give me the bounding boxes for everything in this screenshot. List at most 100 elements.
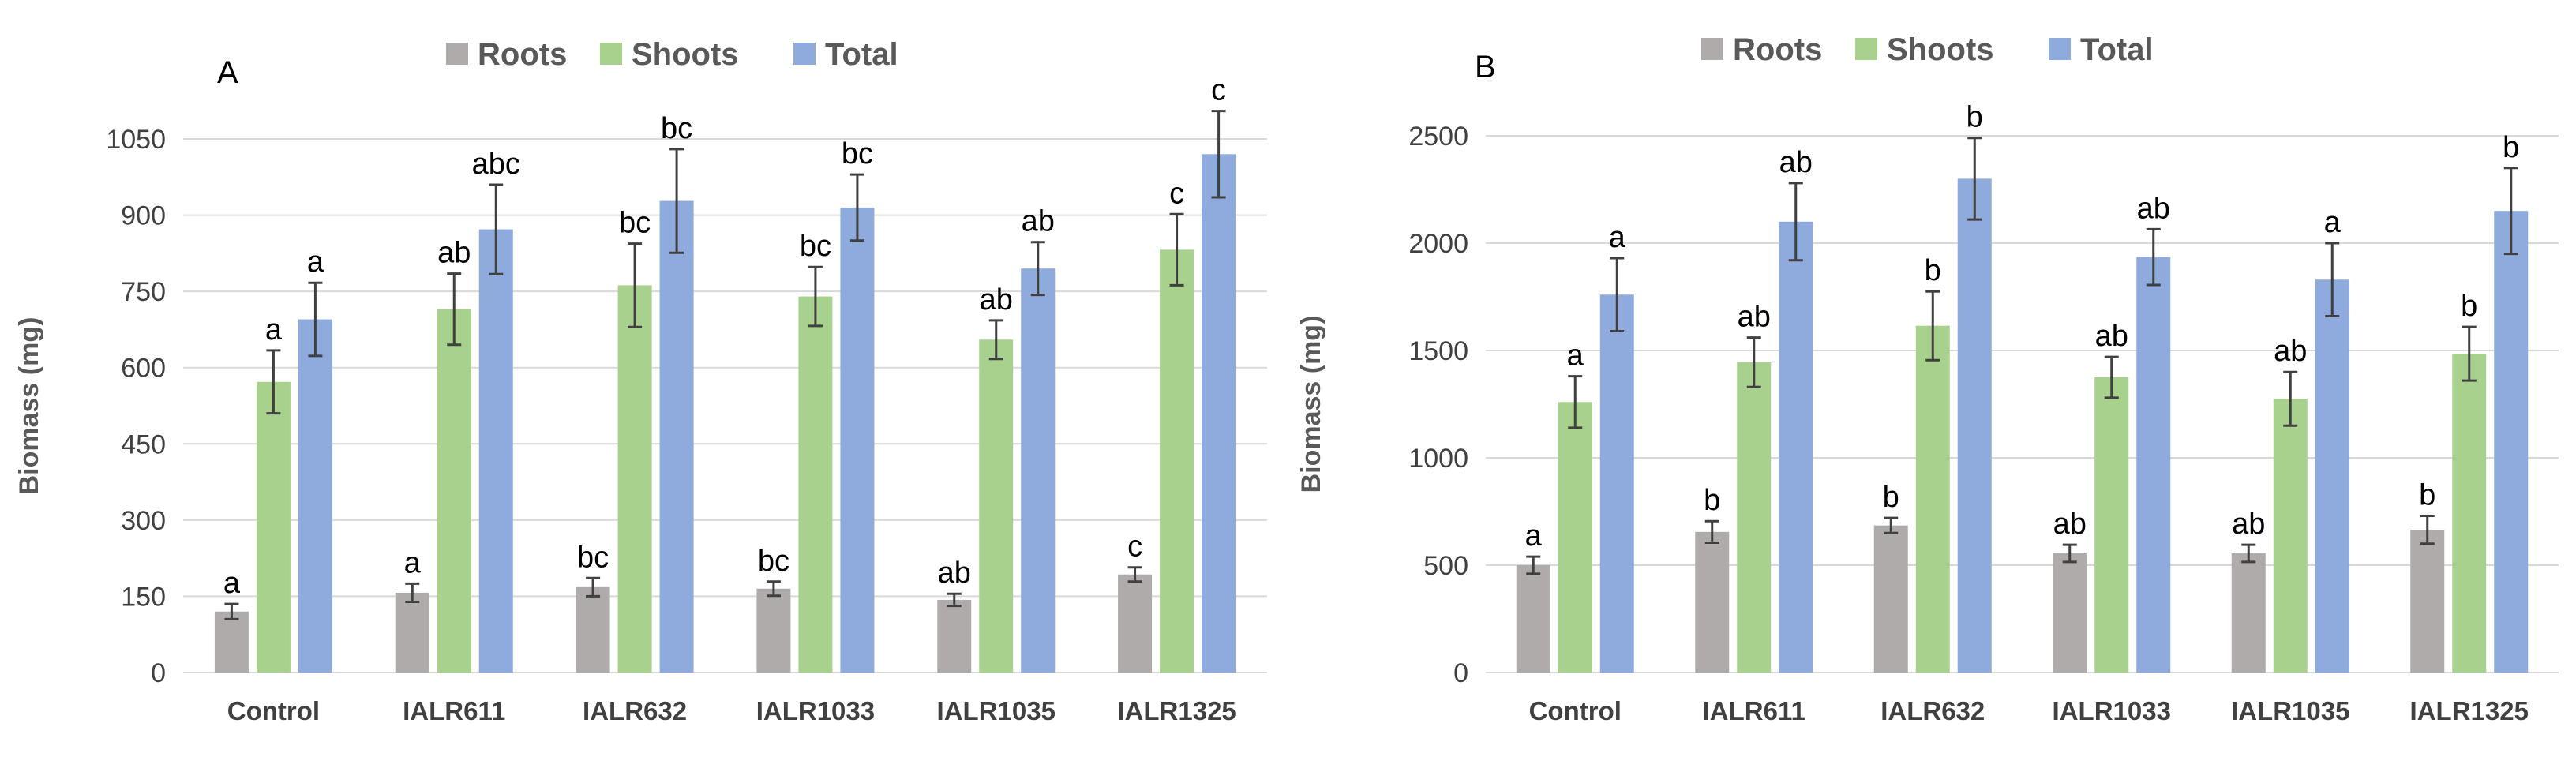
bar-total xyxy=(840,207,875,673)
bar-shoots xyxy=(437,309,471,673)
significance-label: bc xyxy=(619,207,651,240)
category-label: IALR1325 xyxy=(2410,696,2529,725)
category-label: IALR1035 xyxy=(2231,696,2349,725)
significance-label: a xyxy=(1609,221,1626,254)
bar-total xyxy=(1021,268,1056,673)
significance-label: ab xyxy=(2137,192,2170,225)
significance-label: b xyxy=(1967,101,1983,134)
y-tick-label: 2500 xyxy=(1408,122,1468,152)
y-axis-label: Biomass (mg) xyxy=(1296,316,1326,493)
significance-label: b xyxy=(2419,478,2435,512)
category-label: IALR611 xyxy=(1703,696,1805,725)
y-tick-label: 600 xyxy=(121,354,166,384)
y-tick-label: 2000 xyxy=(1408,229,1468,259)
bar-total xyxy=(298,319,332,673)
bar-total xyxy=(1202,154,1236,673)
significance-label: b xyxy=(2503,131,2519,164)
significance-label: c xyxy=(1127,530,1142,564)
significance-label: b xyxy=(1925,254,1941,287)
significance-label: ab xyxy=(980,283,1013,317)
panel-letter: B xyxy=(1475,50,1496,84)
legend-swatch xyxy=(1701,38,1723,60)
significance-label: b xyxy=(2461,290,2477,323)
significance-label: b xyxy=(1704,484,1720,517)
legend-swatch xyxy=(2049,38,2071,60)
bar-total xyxy=(478,229,513,673)
y-tick-label: 500 xyxy=(1423,551,1468,581)
significance-label: c xyxy=(1211,74,1226,107)
bar-shoots xyxy=(798,296,833,673)
significance-label: ab xyxy=(2274,335,2307,368)
significance-label: a xyxy=(307,245,324,279)
y-tick-label: 450 xyxy=(121,429,166,459)
significance-label: ab xyxy=(2095,320,2128,353)
bar-shoots xyxy=(1160,249,1194,673)
significance-label: ab xyxy=(2053,508,2087,541)
bar-total xyxy=(659,200,694,673)
bar-total xyxy=(2494,211,2529,673)
significance-label: b xyxy=(1883,481,1899,514)
bar-roots xyxy=(756,588,791,673)
bar-shoots xyxy=(1737,362,1772,673)
bar-shoots xyxy=(2094,377,2129,673)
y-tick-label: 1500 xyxy=(1408,336,1468,366)
bar-total xyxy=(2315,279,2349,673)
legend-swatch xyxy=(1855,38,1877,60)
significance-label: c xyxy=(1169,177,1184,210)
bar-roots xyxy=(214,611,249,673)
category-label: Control xyxy=(1529,696,1622,725)
significance-label: a xyxy=(1525,519,1543,553)
legend-swatch xyxy=(600,43,622,65)
bar-total xyxy=(1957,178,1992,673)
bar-total xyxy=(1599,294,1634,673)
legend-label: Total xyxy=(825,37,898,72)
significance-label: ab xyxy=(2232,508,2265,541)
category-label: IALR611 xyxy=(403,696,505,725)
legend-label: Shoots xyxy=(632,37,739,72)
significance-label: ab xyxy=(1022,205,1055,238)
category-label: Control xyxy=(227,696,320,725)
bar-roots xyxy=(2410,530,2445,673)
bar-shoots xyxy=(2452,354,2487,673)
y-axis-label: Biomass (mg) xyxy=(14,317,44,495)
significance-label: a xyxy=(404,546,422,579)
bar-total xyxy=(1779,221,1813,673)
category-label: IALR632 xyxy=(1880,696,1985,725)
significance-label: ab xyxy=(938,557,971,590)
legend-label: Total xyxy=(2080,32,2154,67)
bar-roots xyxy=(937,599,972,673)
category-label: IALR1035 xyxy=(937,696,1056,725)
legend-label: Roots xyxy=(478,37,567,72)
bar-total xyxy=(2136,257,2171,673)
bar-shoots xyxy=(1558,402,1592,673)
significance-label: a xyxy=(265,313,283,347)
y-tick-label: 1050 xyxy=(106,125,166,155)
significance-label: abc xyxy=(472,148,520,181)
legend-label: Roots xyxy=(1733,32,1822,67)
bar-roots xyxy=(2231,553,2266,673)
bar-roots xyxy=(1118,574,1153,673)
significance-label: a xyxy=(2324,206,2342,239)
significance-label: bc xyxy=(842,137,873,171)
significance-label: ab xyxy=(1738,301,1771,334)
y-tick-label: 0 xyxy=(151,658,166,688)
legend-swatch xyxy=(793,43,816,65)
category-label: IALR1325 xyxy=(1117,696,1236,725)
legend-label: Shoots xyxy=(1887,32,1994,67)
significance-label: ab xyxy=(437,237,471,270)
legend-swatch xyxy=(446,43,468,65)
bar-roots xyxy=(576,586,610,673)
y-tick-label: 900 xyxy=(121,201,166,231)
chart-panel-a: 0 150 300 450 600 750 900 1050 Biomass (mg) A Root… xyxy=(14,37,1267,725)
category-label: IALR1033 xyxy=(2053,696,2171,725)
significance-label: a xyxy=(223,567,241,600)
significance-label: a xyxy=(1567,339,1584,373)
significance-label: bc xyxy=(577,541,609,574)
significance-label: bc xyxy=(758,545,789,578)
y-tick-label: 300 xyxy=(121,506,166,536)
bar-shoots xyxy=(1915,325,1950,673)
y-tick-label: 750 xyxy=(121,277,166,307)
bar-shoots xyxy=(617,285,652,673)
category-label: IALR1033 xyxy=(756,696,875,725)
